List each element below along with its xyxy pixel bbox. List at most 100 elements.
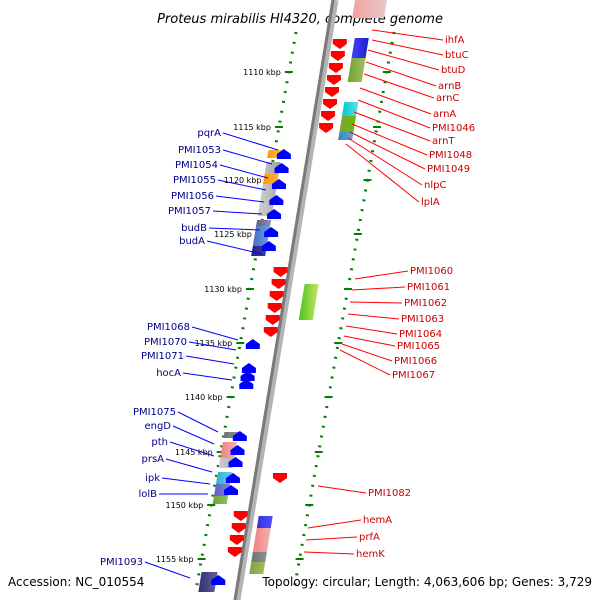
tick-label: 1115 kbp [233, 123, 271, 132]
gene-label-budb: budB [181, 223, 207, 234]
gene-label-pmi1071: PMI1071 [141, 351, 184, 362]
tick-label: 1135 kbp [195, 339, 233, 348]
gene-label-arnt: arnT [432, 136, 455, 147]
label-leader [222, 149, 273, 165]
gene-block [257, 184, 277, 216]
label-leader [341, 343, 393, 362]
label-leader [349, 131, 426, 170]
label-leader [215, 195, 265, 203]
forward-gene-arrow [273, 267, 288, 277]
gene-label-hoca: hocA [156, 368, 181, 379]
gene-label-pmi1056: PMI1056 [171, 191, 214, 202]
label-leader [353, 111, 431, 142]
gene-label-lpla: lplA [421, 197, 440, 208]
forward-gene-arrow [273, 473, 287, 483]
forward-gene-arrow [319, 123, 334, 133]
gene-label-pmi1062: PMI1062 [404, 298, 447, 309]
gene-block [339, 116, 357, 132]
gene-label-pth: pth [151, 437, 168, 448]
gene-block [347, 58, 366, 82]
label-leader [367, 49, 440, 71]
label-leader [371, 39, 444, 56]
gene-label-arnc: arnC [436, 93, 459, 104]
label-leader [317, 485, 367, 494]
reverse-gene-arrow [225, 473, 240, 483]
label-leader [172, 425, 215, 445]
label-leader [161, 477, 211, 485]
gene-label-pmi1046: PMI1046 [432, 123, 475, 134]
label-leader [351, 286, 406, 291]
reverse-gene-arrow [276, 149, 291, 159]
label-leader [208, 227, 261, 231]
gene-label-pmi1053: PMI1053 [178, 145, 221, 156]
tick-label: 1110 kbp [243, 68, 281, 77]
reverse-gene-arrow [223, 485, 238, 495]
label-leader [177, 411, 219, 433]
gene-label-pqra: pqrA [197, 128, 221, 139]
label-leader [169, 441, 215, 457]
forward-gene-arrow [324, 87, 339, 97]
gene-label-pmi1048: PMI1048 [429, 150, 472, 161]
reverse-gene-arrow [245, 339, 260, 349]
gene-label-pmi1068: PMI1068 [147, 322, 190, 333]
label-leader [343, 335, 396, 347]
gene-block [342, 102, 359, 116]
gene-label-lolb: lolB [138, 489, 157, 500]
gene-label-pmi1057: PMI1057 [168, 206, 211, 217]
genome-backbone-shadow [233, 0, 339, 600]
tick-label: 1130 kbp [204, 285, 242, 294]
label-leader [182, 372, 233, 381]
forward-gene-arrow [330, 51, 345, 61]
gene-label-pmi1075: PMI1075 [133, 407, 176, 418]
reverse-gene-arrow [211, 575, 226, 585]
tick-label: 1120 kbp [224, 176, 262, 185]
forward-gene-arrow [321, 111, 336, 121]
reverse-gene-arrow [228, 457, 243, 467]
gene-label-pmi1049: PMI1049 [427, 164, 470, 175]
forward-gene-arrow [263, 327, 278, 337]
gene-label-ipk: ipk [145, 473, 160, 484]
tick-label: 1150 kbp [166, 501, 204, 510]
reverse-gene-arrow [269, 195, 284, 205]
forward-gene-arrow [265, 315, 280, 325]
label-leader [347, 313, 400, 320]
label-leader [349, 301, 403, 304]
gene-block [256, 220, 272, 226]
label-leader [371, 29, 444, 41]
gene-block [252, 528, 271, 552]
label-leader [354, 270, 409, 280]
label-leader [303, 551, 355, 555]
gene-label-arnb: arnB [438, 81, 461, 92]
forward-gene-arrow [332, 39, 347, 49]
reverse-gene-arrow [267, 209, 282, 219]
tick-label: 1125 kbp [214, 230, 252, 239]
tick-label: 1145 kbp [175, 448, 213, 457]
label-leader [365, 61, 437, 87]
map-title: Proteus mirabilis HI4320, complete genom… [157, 12, 443, 27]
gene-label-pmi1066: PMI1066 [394, 356, 437, 367]
gene-label-pmi1060: PMI1060 [410, 266, 453, 277]
label-leader [219, 164, 269, 179]
gene-label-buda: budA [179, 236, 205, 247]
forward-gene-arrow [233, 511, 248, 521]
topology-text: Topology: circular; Length: 4,063,606 bp… [261, 575, 592, 589]
gene-label-btuc: btuC [445, 50, 469, 61]
reverse-gene-arrow [240, 371, 255, 381]
tick-label: 1155 kbp [156, 555, 194, 564]
gene-features [198, 0, 387, 592]
reverse-gene-arrow [264, 227, 279, 237]
gene-label-engd: engD [144, 421, 171, 432]
label-leader [305, 536, 358, 541]
reverse-gene-arrow [241, 363, 256, 373]
label-leader [188, 341, 237, 351]
forward-gene-arrow [269, 291, 284, 301]
reverse-gene-arrow [232, 431, 247, 441]
gene-label-pmi1093: PMI1093 [100, 557, 143, 568]
forward-gene-arrow [229, 535, 244, 545]
label-leader [351, 123, 428, 156]
tick-label: 1140 kbp [185, 393, 223, 402]
gene-block [338, 132, 354, 140]
label-leader [144, 561, 191, 579]
